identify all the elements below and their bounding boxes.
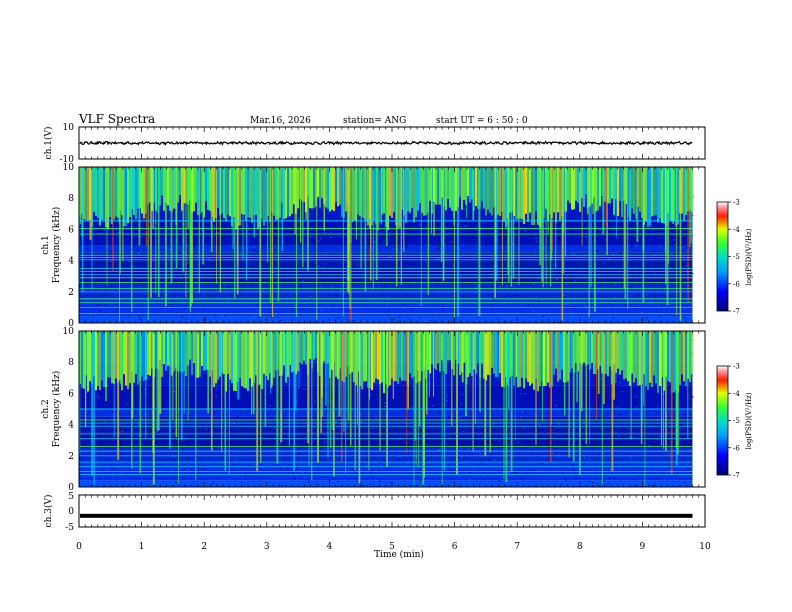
ch2-colorbar-gradient bbox=[716, 365, 729, 476]
ch1-spectrogram-yticklabels: 0 2 4 6 8 10 bbox=[63, 163, 75, 329]
colorbar-tick-label: -6 bbox=[733, 280, 740, 288]
ch1-waveform-trace bbox=[79, 140, 693, 146]
x-tick-label: 7 bbox=[514, 542, 520, 552]
x-tick-label: 0 bbox=[76, 542, 82, 552]
ch2-colorbar-ticks: -3 -4 -5 -6 -7 bbox=[728, 363, 740, 480]
ch1-ytick-bottom: -10 bbox=[60, 155, 75, 165]
ch3-waveform-ylabel: ch.3(V) bbox=[43, 495, 54, 528]
date-label: Mar.16, 2026 bbox=[250, 116, 311, 126]
x-axis-ticklabels: 0 1 2 3 4 5 6 7 8 9 10 bbox=[76, 542, 711, 552]
ch2-spectrogram-ylabel-line2: Frequency (kHz) bbox=[51, 371, 62, 448]
colorbar-tick-label: -7 bbox=[733, 308, 740, 316]
x-tick-label: 3 bbox=[264, 542, 270, 552]
ch1-colorbar-gradient bbox=[716, 201, 729, 312]
frequency-tick-label: 6 bbox=[68, 225, 74, 235]
spectrogram-band bbox=[79, 221, 693, 245]
frequency-tick-label: 8 bbox=[68, 358, 74, 368]
ch2-colorbar: -3 -4 -5 -6 -7 log(PSD)(V²/Hz) bbox=[716, 363, 753, 480]
ch3-ytick-top: 5 bbox=[68, 492, 74, 502]
figure-title: VLF Spectra bbox=[78, 112, 155, 126]
frequency-tick-label: 2 bbox=[68, 452, 74, 462]
x-tick-label: 2 bbox=[201, 542, 207, 552]
ch3-ytick-mid: 0 bbox=[68, 507, 74, 517]
spectrogram-band bbox=[79, 432, 693, 448]
ch1-spectrogram-panel: 0 2 4 6 8 10 ch.1 Frequency (kHz) -3 -4 -5 -6 -7 … bbox=[41, 163, 753, 329]
spectrogram-band bbox=[79, 245, 693, 253]
frequency-tick-label: 4 bbox=[68, 421, 74, 431]
ch1-ytick-top: 10 bbox=[63, 123, 75, 133]
ch2-spectrogram-ylabel-line1: ch.2 bbox=[41, 399, 51, 418]
spectrogram-band bbox=[79, 316, 693, 323]
colorbar-tick-label: -4 bbox=[733, 390, 740, 398]
ch3-waveform-panel: 5 0 -5 ch.3(V) bbox=[43, 492, 706, 533]
frequency-tick-label: 10 bbox=[63, 163, 75, 173]
frequency-tick-label: 4 bbox=[68, 257, 74, 267]
ch1-waveform-panel: 10 -10 ch.1(V) bbox=[43, 123, 706, 165]
colorbar-tick-label: -5 bbox=[733, 417, 740, 425]
x-axis-label: Time (min) bbox=[374, 549, 424, 560]
ch1-colorbar: -3 -4 -5 -6 -7 log(PSD)(V²/Hz) bbox=[716, 199, 753, 316]
ch2-spectrogram-ticks bbox=[78, 331, 706, 487]
spectrogram-band bbox=[79, 480, 693, 487]
ch1-colorbar-label: log(PSD)(V²/Hz) bbox=[745, 228, 753, 285]
x-tick-label: 1 bbox=[139, 542, 145, 552]
ch1-waveform-ticks bbox=[78, 127, 706, 159]
spectrogram-band bbox=[79, 252, 693, 269]
frequency-tick-label: 8 bbox=[68, 194, 74, 204]
ch2-colorbar-label: log(PSD)(V²/Hz) bbox=[745, 392, 753, 449]
x-tick-label: 9 bbox=[640, 542, 646, 552]
station-label: station= ANG bbox=[343, 116, 406, 126]
ch2-spectrogram-image bbox=[79, 331, 705, 487]
x-tick-label: 5 bbox=[389, 542, 395, 552]
spectrogram-band bbox=[79, 268, 693, 284]
ch1-spectrogram-ylabel-line2: Frequency (kHz) bbox=[51, 207, 62, 284]
frequency-tick-label: 0 bbox=[68, 483, 74, 493]
frequency-tick-label: 0 bbox=[68, 319, 74, 329]
colorbar-tick-label: -5 bbox=[733, 253, 740, 261]
x-tick-label: 6 bbox=[452, 542, 458, 552]
start-time-label: start UT = 6 : 50 : 0 bbox=[436, 116, 528, 126]
spectrogram-blank bbox=[692, 167, 705, 323]
ch2-spectrogram-panel: 0 2 4 6 8 10 ch.2 Frequency (kHz) -3 -4 -5 -6 -7 … bbox=[41, 327, 753, 493]
ch3-ytick-bottom: -5 bbox=[65, 523, 74, 533]
colorbar-tick-label: -7 bbox=[733, 472, 740, 480]
ch1-spectrogram-ticks bbox=[78, 167, 706, 323]
ch2-spectrogram-yticklabels: 0 2 4 6 8 10 bbox=[63, 327, 75, 493]
frequency-tick-label: 2 bbox=[68, 288, 74, 298]
spectrogram-band bbox=[79, 409, 693, 417]
spectrogram-band bbox=[79, 463, 693, 481]
colorbar-tick-label: -6 bbox=[733, 444, 740, 452]
x-tick-label: 8 bbox=[577, 542, 583, 552]
colorbar-tick-label: -4 bbox=[733, 226, 740, 234]
frequency-tick-label: 6 bbox=[68, 389, 74, 399]
spectrogram-band bbox=[79, 385, 693, 409]
spectrogram-blank bbox=[692, 331, 705, 487]
colorbar-tick-label: -3 bbox=[733, 363, 740, 371]
x-tick-label: 4 bbox=[327, 542, 333, 552]
x-tick-label: 10 bbox=[699, 542, 711, 552]
colorbar-tick-label: -3 bbox=[733, 199, 740, 207]
ch3-waveform-ticks bbox=[78, 495, 706, 527]
ch1-waveform-ylabel: ch.1(V) bbox=[43, 127, 54, 160]
frequency-tick-label: 10 bbox=[63, 327, 75, 337]
ch1-colorbar-ticks: -3 -4 -5 -6 -7 bbox=[728, 199, 740, 316]
ch3-waveform-trace bbox=[80, 513, 693, 518]
ch1-spectrogram-ylabel-line1: ch.1 bbox=[41, 235, 51, 254]
ch1-spectrogram-image bbox=[79, 167, 705, 323]
